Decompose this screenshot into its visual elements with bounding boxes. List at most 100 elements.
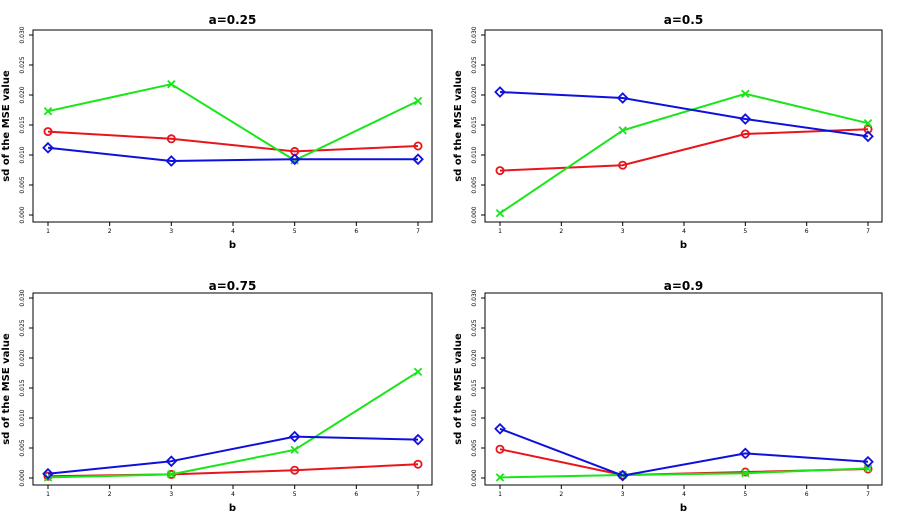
y-tick-label: 0.020 — [19, 349, 26, 366]
chart-title: a=0.5 — [664, 13, 703, 27]
series-line-blue — [47, 146, 418, 162]
series-line-blue — [47, 435, 419, 475]
x-tick-label: 1 — [498, 228, 502, 235]
plot-frame — [32, 292, 433, 486]
data-point-blue — [739, 113, 752, 125]
y-tick-label: 0.010 — [19, 409, 26, 426]
x-tick-label: 5 — [293, 491, 297, 498]
x-tick-label: 7 — [866, 491, 870, 498]
data-point-blue — [412, 433, 424, 446]
x-tick-label: 3 — [169, 228, 173, 235]
y-tick-label: 0.010 — [471, 146, 478, 163]
data-point-red — [740, 129, 750, 139]
data-point-red — [43, 471, 53, 481]
y-tick-label: 0.005 — [471, 176, 478, 193]
y-tick-label: 0.015 — [19, 116, 26, 133]
series-line-green — [499, 467, 869, 479]
panel-1: a=0.25 1 2 3 4 5 6 7 0.000 0.005 0.010 0.015 0.020 0.… — [1, 13, 433, 251]
y-tick-label: 0.030 — [19, 289, 26, 306]
data-point-blue — [42, 467, 54, 480]
x-tick-label: 7 — [866, 228, 870, 235]
x-tick-label: 6 — [805, 228, 809, 235]
data-point-red — [413, 459, 423, 469]
series-line-blue — [499, 427, 869, 477]
data-point-blue — [412, 153, 424, 166]
data-point-green — [741, 468, 750, 478]
data-point-blue — [494, 422, 506, 435]
plot-frame — [484, 292, 883, 486]
x-axis-label: b — [229, 503, 236, 514]
x-tick-label: 5 — [293, 228, 297, 235]
data-point-green — [495, 208, 505, 218]
y-axis-label: sd of the MSE value — [1, 70, 12, 182]
x-tick-label: 3 — [621, 491, 625, 498]
panel-3: a=0.75 1 2 3 4 5 6 7 0.000 0.005 0.010 0.015 0.020 0.… — [1, 279, 433, 514]
data-point-blue — [616, 469, 629, 482]
y-tick-label: 0.020 — [471, 349, 478, 366]
data-point-green — [863, 464, 873, 473]
x-axis-label: b — [680, 503, 687, 514]
y-tick-label: 0.030 — [471, 26, 478, 43]
data-point-blue — [494, 86, 506, 98]
y-tick-label: 0.000 — [19, 206, 26, 223]
y-tick-label: 0.030 — [19, 26, 26, 43]
panel-2: a=0.5 1 2 3 4 5 6 7 0.000 0.005 0.010 0.015 0.020 0.0… — [453, 13, 883, 251]
x-tick-label: 2 — [108, 228, 112, 235]
data-point-blue — [862, 455, 874, 468]
data-point-red — [495, 166, 505, 176]
plot-frame — [32, 29, 433, 223]
series-line-red — [47, 463, 419, 478]
data-point-blue — [165, 155, 178, 167]
data-point-green — [741, 89, 750, 99]
data-point-blue — [288, 153, 301, 166]
x-tick-label: 1 — [46, 228, 50, 235]
y-axis-label: sd of the MSE value — [453, 70, 464, 182]
y-axis-label: sd of the MSE value — [1, 333, 12, 445]
x-tick-label: 1 — [46, 491, 50, 498]
x-tick-label: 2 — [108, 491, 112, 498]
data-point-blue — [616, 92, 629, 104]
x-tick-label: 5 — [743, 228, 747, 235]
data-point-red — [495, 444, 505, 454]
data-point-green — [290, 445, 299, 455]
data-point-green — [43, 106, 53, 116]
data-point-red — [413, 141, 423, 151]
x-tick-label: 4 — [231, 491, 235, 498]
series-line-green — [499, 92, 869, 215]
series-blue — [494, 86, 874, 143]
y-tick-label: 0.020 — [471, 86, 478, 103]
data-point-green — [413, 96, 423, 106]
series-green — [43, 79, 423, 165]
series-line-green — [47, 370, 419, 479]
x-tick-label: 4 — [682, 228, 686, 235]
y-tick-label: 0.000 — [471, 469, 478, 486]
x-tick-label: 4 — [231, 228, 235, 235]
series-blue — [494, 422, 874, 482]
series-line-blue — [499, 91, 869, 138]
data-point-green — [167, 470, 176, 479]
series-red — [43, 127, 423, 156]
y-tick-label: 0.010 — [471, 409, 478, 426]
y-tick-label: 0.025 — [471, 319, 478, 336]
data-point-green — [167, 79, 176, 89]
chart-title: a=0.9 — [664, 279, 703, 293]
y-tick-label: 0.000 — [19, 469, 26, 486]
y-tick-label: 0.025 — [19, 319, 26, 336]
x-axis-label: b — [229, 240, 236, 251]
data-point-red — [290, 465, 300, 475]
x-tick-label: 3 — [621, 228, 625, 235]
data-point-green — [495, 473, 505, 482]
y-tick-label: 0.005 — [19, 176, 26, 193]
data-point-green — [618, 126, 627, 135]
series-blue — [42, 430, 424, 480]
y-tick-label: 0.015 — [471, 116, 478, 133]
y-axis-label: sd of the MSE value — [453, 333, 464, 445]
y-tick-label: 0.005 — [471, 439, 478, 456]
data-point-red — [43, 127, 53, 137]
y-tick-label: 0.015 — [471, 379, 478, 396]
panel-4: a=0.9 1 2 3 4 5 6 7 0.000 0.005 0.010 0.015 0.020 0.0… — [453, 279, 883, 514]
x-tick-label: 6 — [805, 491, 809, 498]
series-line-red — [47, 130, 419, 153]
data-point-red — [166, 134, 176, 144]
x-tick-label: 2 — [559, 228, 563, 235]
